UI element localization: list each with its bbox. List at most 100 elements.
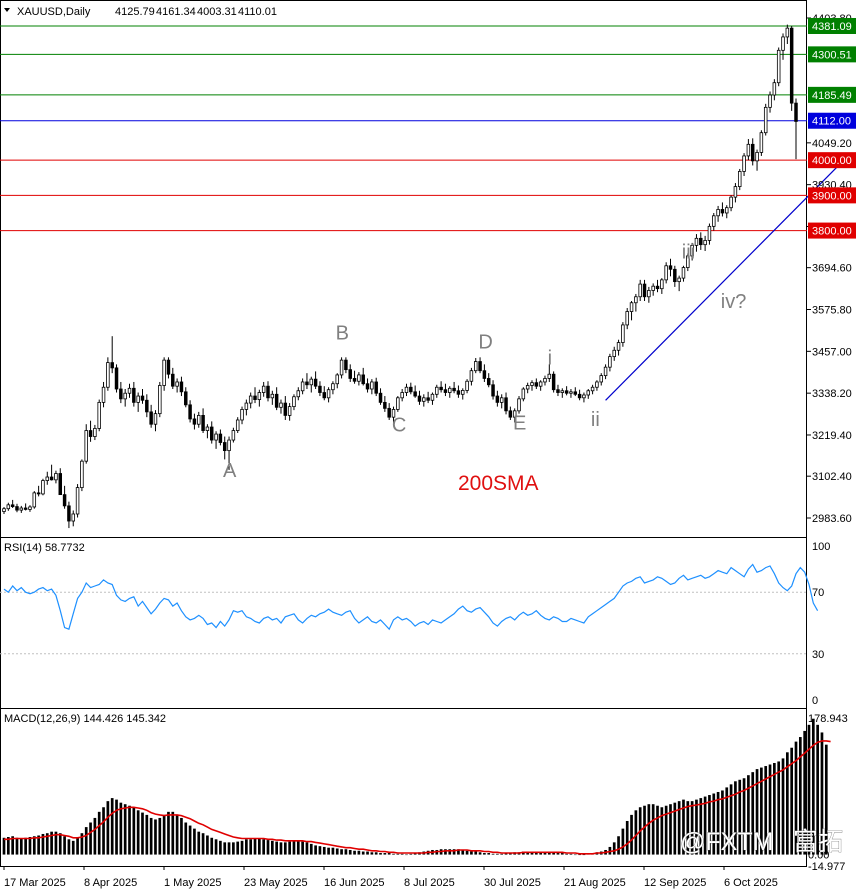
candle-up	[197, 415, 201, 425]
candle-up	[158, 385, 162, 415]
macd-bar	[275, 841, 278, 855]
candle-down	[283, 402, 288, 416]
macd-bar	[405, 854, 408, 856]
candle-up	[603, 366, 608, 377]
candle-up	[473, 361, 478, 372]
wave-label: C	[392, 414, 406, 436]
candle-up	[28, 506, 32, 510]
macd-bar	[249, 839, 253, 855]
level-label: 4000.00	[812, 155, 852, 167]
macd-bar	[197, 831, 201, 855]
candle-down	[171, 373, 175, 387]
candle-down	[534, 382, 539, 387]
candle-up	[97, 401, 101, 429]
level-label-bg	[808, 187, 856, 204]
candle-up	[525, 385, 530, 390]
macd-bar	[193, 828, 196, 855]
macd-bar	[569, 853, 573, 855]
macd-bar	[448, 849, 452, 855]
candle-up	[612, 349, 616, 358]
candle-up	[106, 362, 110, 388]
macd-bar	[816, 724, 819, 855]
candle-down	[720, 209, 725, 214]
macd-bar	[734, 781, 737, 855]
candle-down	[10, 504, 15, 507]
candle-up	[80, 460, 84, 488]
macd-bar	[543, 852, 547, 855]
candle-down	[573, 391, 578, 395]
candle-up	[547, 373, 552, 379]
macd-bar	[158, 817, 162, 855]
macd-bar	[738, 779, 742, 855]
candle-up	[776, 49, 781, 84]
macd-bar	[625, 820, 629, 855]
macd-bar	[154, 819, 157, 855]
candle-down	[222, 442, 227, 452]
level-label-bg	[808, 17, 856, 34]
candle-down	[577, 393, 582, 399]
candle-down	[478, 361, 482, 372]
candle-up	[681, 267, 686, 279]
level-label-bg	[808, 222, 856, 239]
macd-bar	[383, 853, 387, 855]
macd-bar	[824, 744, 828, 855]
macd-bar	[409, 853, 413, 855]
macd-bar	[483, 853, 486, 855]
candle-down	[132, 387, 136, 403]
candle-down	[668, 265, 673, 270]
macd-bar	[266, 840, 270, 855]
macd-bar	[496, 853, 499, 855]
macd-bar	[353, 850, 356, 855]
candle-up	[32, 492, 37, 508]
level-label: 4112.00	[812, 116, 851, 128]
macd-bar	[764, 766, 768, 855]
candle-up	[755, 152, 759, 162]
macd-bar	[474, 851, 478, 855]
macd-bar	[167, 811, 170, 855]
candle-up	[664, 265, 668, 281]
macd-bar	[201, 833, 205, 855]
macd-bar	[673, 802, 677, 855]
x-tick-label: 21 Aug 2025	[564, 877, 626, 889]
candle-up	[270, 393, 275, 399]
candle-down	[49, 476, 54, 481]
macd-bar	[699, 798, 703, 855]
candle-up	[400, 392, 404, 399]
candle-up	[737, 171, 742, 187]
macd-signal-line	[4, 740, 831, 855]
macd-bar	[361, 851, 365, 855]
candle-up	[629, 302, 634, 312]
rsi-tick-label: 0	[812, 695, 818, 707]
macd-bar	[45, 833, 49, 855]
macd-bar	[716, 791, 720, 855]
ohlc-high: 4161.34	[156, 6, 196, 18]
collapse-triangle-icon[interactable]	[4, 8, 10, 12]
macd-bar	[396, 853, 400, 855]
macd-bar	[747, 775, 750, 855]
candle-down	[361, 374, 365, 385]
macd-bar	[279, 842, 283, 855]
candle-up	[175, 381, 179, 387]
candle-up	[300, 381, 305, 392]
candle-up	[335, 374, 339, 385]
macd-bar	[457, 849, 460, 855]
macd-bar	[270, 840, 274, 855]
macd-bar	[690, 801, 694, 855]
candle-up	[694, 237, 699, 246]
candle-up	[499, 397, 504, 403]
macd-bar	[171, 811, 175, 855]
candle-up	[785, 27, 790, 38]
candle-down	[15, 506, 19, 511]
wave-label: i	[548, 347, 552, 369]
macd-bar	[634, 810, 638, 855]
macd-bar	[180, 817, 183, 855]
wave-label: D	[478, 332, 492, 354]
macd-bar	[32, 836, 36, 855]
candle-up	[127, 387, 132, 394]
level-label: 4185.49	[812, 90, 852, 102]
macd-bar	[41, 833, 45, 855]
macd-bar	[58, 833, 62, 855]
level-label-bg	[808, 86, 856, 103]
candle-down	[378, 392, 383, 403]
macd-bar	[509, 853, 512, 855]
